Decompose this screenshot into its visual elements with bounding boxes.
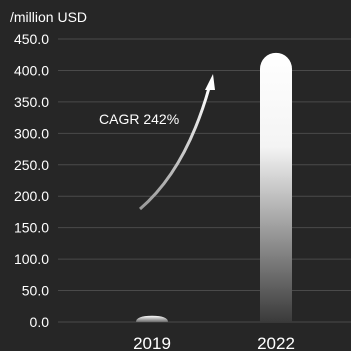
x-category-label: 2019	[133, 334, 171, 351]
cagr-annotation: CAGR 242%	[99, 111, 179, 127]
y-tick-label: 300.0	[14, 125, 49, 141]
y-axis-ticks: 0.0 50.0 100.0 150.0 200.0 250.0 300.0 350.0 400…	[14, 31, 49, 330]
cagr-arrow-curve	[139, 87, 211, 211]
y-tick-label: 250.0	[14, 157, 49, 173]
y-tick-label: 200.0	[14, 188, 49, 204]
grid-lines	[58, 38, 351, 323]
y-tick-label: 350.0	[14, 94, 49, 110]
bar-2019	[136, 315, 168, 322]
x-axis-labels: 2019 2022	[133, 334, 295, 351]
cagr-arrow	[139, 74, 215, 211]
unit-label: /million USD	[10, 9, 87, 25]
y-tick-label: 0.0	[30, 314, 50, 330]
y-tick-label: 50.0	[22, 283, 49, 299]
y-tick-label: 150.0	[14, 220, 49, 236]
y-tick-label: 400.0	[14, 62, 49, 78]
cagr-arrow-head	[205, 74, 215, 90]
y-tick-label: 100.0	[14, 251, 49, 267]
bar-2022	[260, 52, 292, 322]
bars	[136, 52, 292, 322]
x-category-label: 2022	[257, 334, 295, 351]
y-tick-label: 450.0	[14, 31, 49, 47]
